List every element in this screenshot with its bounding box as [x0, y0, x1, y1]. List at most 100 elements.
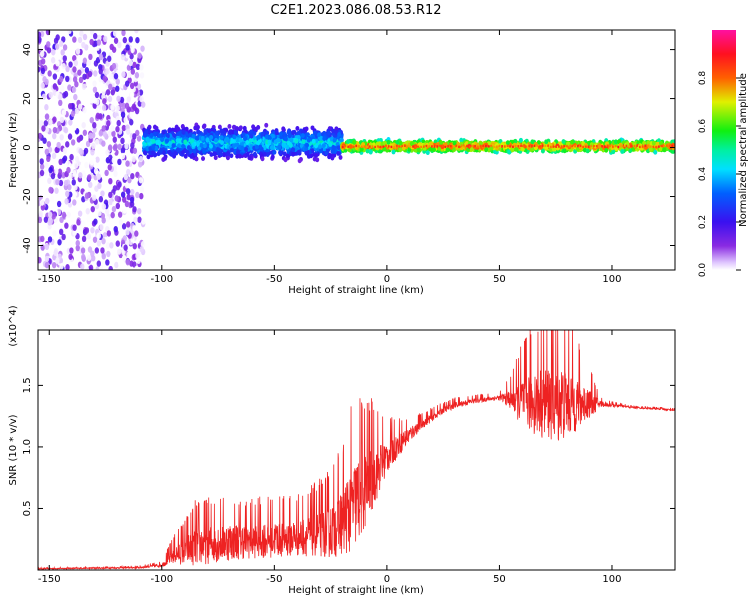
spectrogram-cell	[38, 148, 41, 156]
spectrogram-cell	[194, 125, 199, 131]
spectrogram-cell	[125, 188, 131, 195]
spectrogram-core-cell	[390, 145, 393, 149]
spectrogram-core-cell	[579, 144, 582, 148]
spectrogram-cell	[44, 78, 49, 86]
spectrogram-cell	[94, 247, 100, 254]
spectrogram-cell	[82, 57, 88, 64]
spectrogram-cell	[281, 142, 286, 148]
spectrogram-cell	[112, 144, 118, 151]
spectrogram-cell	[72, 199, 77, 206]
spectrogram-cell	[43, 216, 49, 223]
spectrogram-cell	[110, 211, 115, 219]
spectrogram-cell	[244, 147, 249, 152]
spectrogram-core-cell	[452, 145, 455, 148]
spectrogram-y-tick-label: -40	[22, 237, 33, 253]
spectrogram-cell	[149, 132, 154, 138]
spectrogram-cell	[282, 131, 287, 137]
spectrogram-cell	[101, 253, 106, 260]
spectrogram-cell	[132, 261, 137, 268]
spectrogram-cell	[130, 142, 135, 149]
snr-x-axis-label: Height of straight line (km)	[288, 585, 424, 596]
spectrogram-cell	[413, 147, 418, 153]
spectrogram-cell	[260, 132, 265, 137]
colorbar-tick-label: 0.2	[698, 215, 708, 229]
spectrogram-core-cell	[368, 145, 371, 148]
spectrogram-cell	[38, 132, 43, 140]
spectrogram-core-cell	[584, 145, 587, 148]
spectrogram-core-cell	[403, 144, 406, 147]
snr-y-tick-label: 1.0	[22, 439, 33, 455]
spectrogram-cell	[217, 124, 222, 130]
spectrogram-cell	[141, 218, 146, 225]
spectrogram-cell	[365, 148, 370, 154]
spectrogram-core-cell	[422, 145, 425, 148]
spectrogram-cell	[114, 254, 119, 261]
spectrogram-cell	[72, 76, 78, 83]
spectrogram-cell	[103, 164, 109, 171]
spectrogram-cell	[203, 128, 208, 134]
spectrogram-cell	[61, 211, 67, 219]
spectrogram-cell	[115, 202, 121, 210]
spectrogram-cell	[105, 242, 111, 249]
spectrogram-core-cell	[606, 144, 609, 147]
spectrogram-cell	[115, 126, 120, 133]
spectrogram-cell	[135, 36, 140, 44]
spectrogram-cell	[54, 168, 59, 175]
spectrogram-cell	[101, 237, 106, 245]
spectrogram-x-tick-label: 0	[384, 274, 390, 285]
spectrogram-cell	[114, 261, 119, 269]
spectrogram-cell	[59, 75, 64, 83]
spectrogram-cell	[398, 147, 403, 153]
spectrogram-cell	[59, 116, 65, 124]
spectrogram-cell	[139, 186, 145, 193]
spectrogram-cell	[267, 139, 272, 145]
spectrogram-core-cell	[387, 145, 390, 148]
spectrogram-cell	[115, 78, 120, 85]
spectrogram-cell	[39, 120, 44, 127]
spectrogram-cell	[54, 146, 59, 154]
spectrogram-core-cell	[393, 145, 395, 149]
spectrogram-core-cell	[344, 145, 347, 148]
spectrogram-cell	[132, 225, 137, 232]
spectrogram-cell	[160, 137, 165, 143]
spectrogram-cell	[319, 136, 324, 141]
spectrogram-cell	[72, 36, 77, 43]
spectrogram-cell	[52, 83, 58, 90]
spectrogram-core-cell	[614, 144, 617, 148]
spectrogram-cell	[510, 147, 515, 153]
spectrogram-cell	[76, 136, 82, 143]
spectrogram-core-cell	[587, 145, 590, 148]
spectrogram-cell	[194, 156, 199, 162]
spectrogram-core-cell	[479, 144, 482, 148]
spectrogram-cell	[300, 133, 305, 138]
spectrogram-core-cell	[533, 144, 536, 148]
snr-x-tick-label: 0	[384, 574, 390, 585]
spectrogram-cell	[258, 144, 263, 150]
spectrogram-core-cell	[455, 144, 458, 147]
spectrogram-core-cell	[360, 145, 363, 149]
spectrogram-cell	[139, 72, 145, 79]
spectrogram-cell	[105, 60, 110, 67]
spectrogram-cell	[88, 181, 93, 189]
spectrogram-core-cell	[441, 144, 444, 147]
spectrogram-cell	[126, 96, 131, 103]
spectrogram-cell	[142, 132, 147, 138]
spectrogram-cell	[86, 254, 92, 262]
spectrogram-cell	[108, 198, 113, 206]
spectrogram-x-tick-label: -50	[266, 274, 282, 285]
spectrogram-cell	[120, 111, 126, 118]
spectrogram-cell	[157, 133, 162, 139]
spectrogram-core-cell	[633, 144, 636, 148]
spectrogram-cell	[134, 72, 140, 79]
spectrogram-cell	[84, 67, 90, 74]
spectrogram-cell	[190, 138, 195, 144]
spectrogram-cell	[249, 133, 254, 139]
spectrogram-cell	[134, 265, 139, 270]
spectrogram-cell	[102, 75, 107, 82]
spectrogram-cell	[137, 216, 142, 223]
spectrogram-cell	[126, 64, 132, 71]
snr-x-tick-label: -150	[38, 574, 61, 585]
spectrogram-core-cell	[341, 145, 344, 149]
spectrogram-cell	[231, 124, 236, 130]
spectrogram-cell	[202, 149, 207, 154]
